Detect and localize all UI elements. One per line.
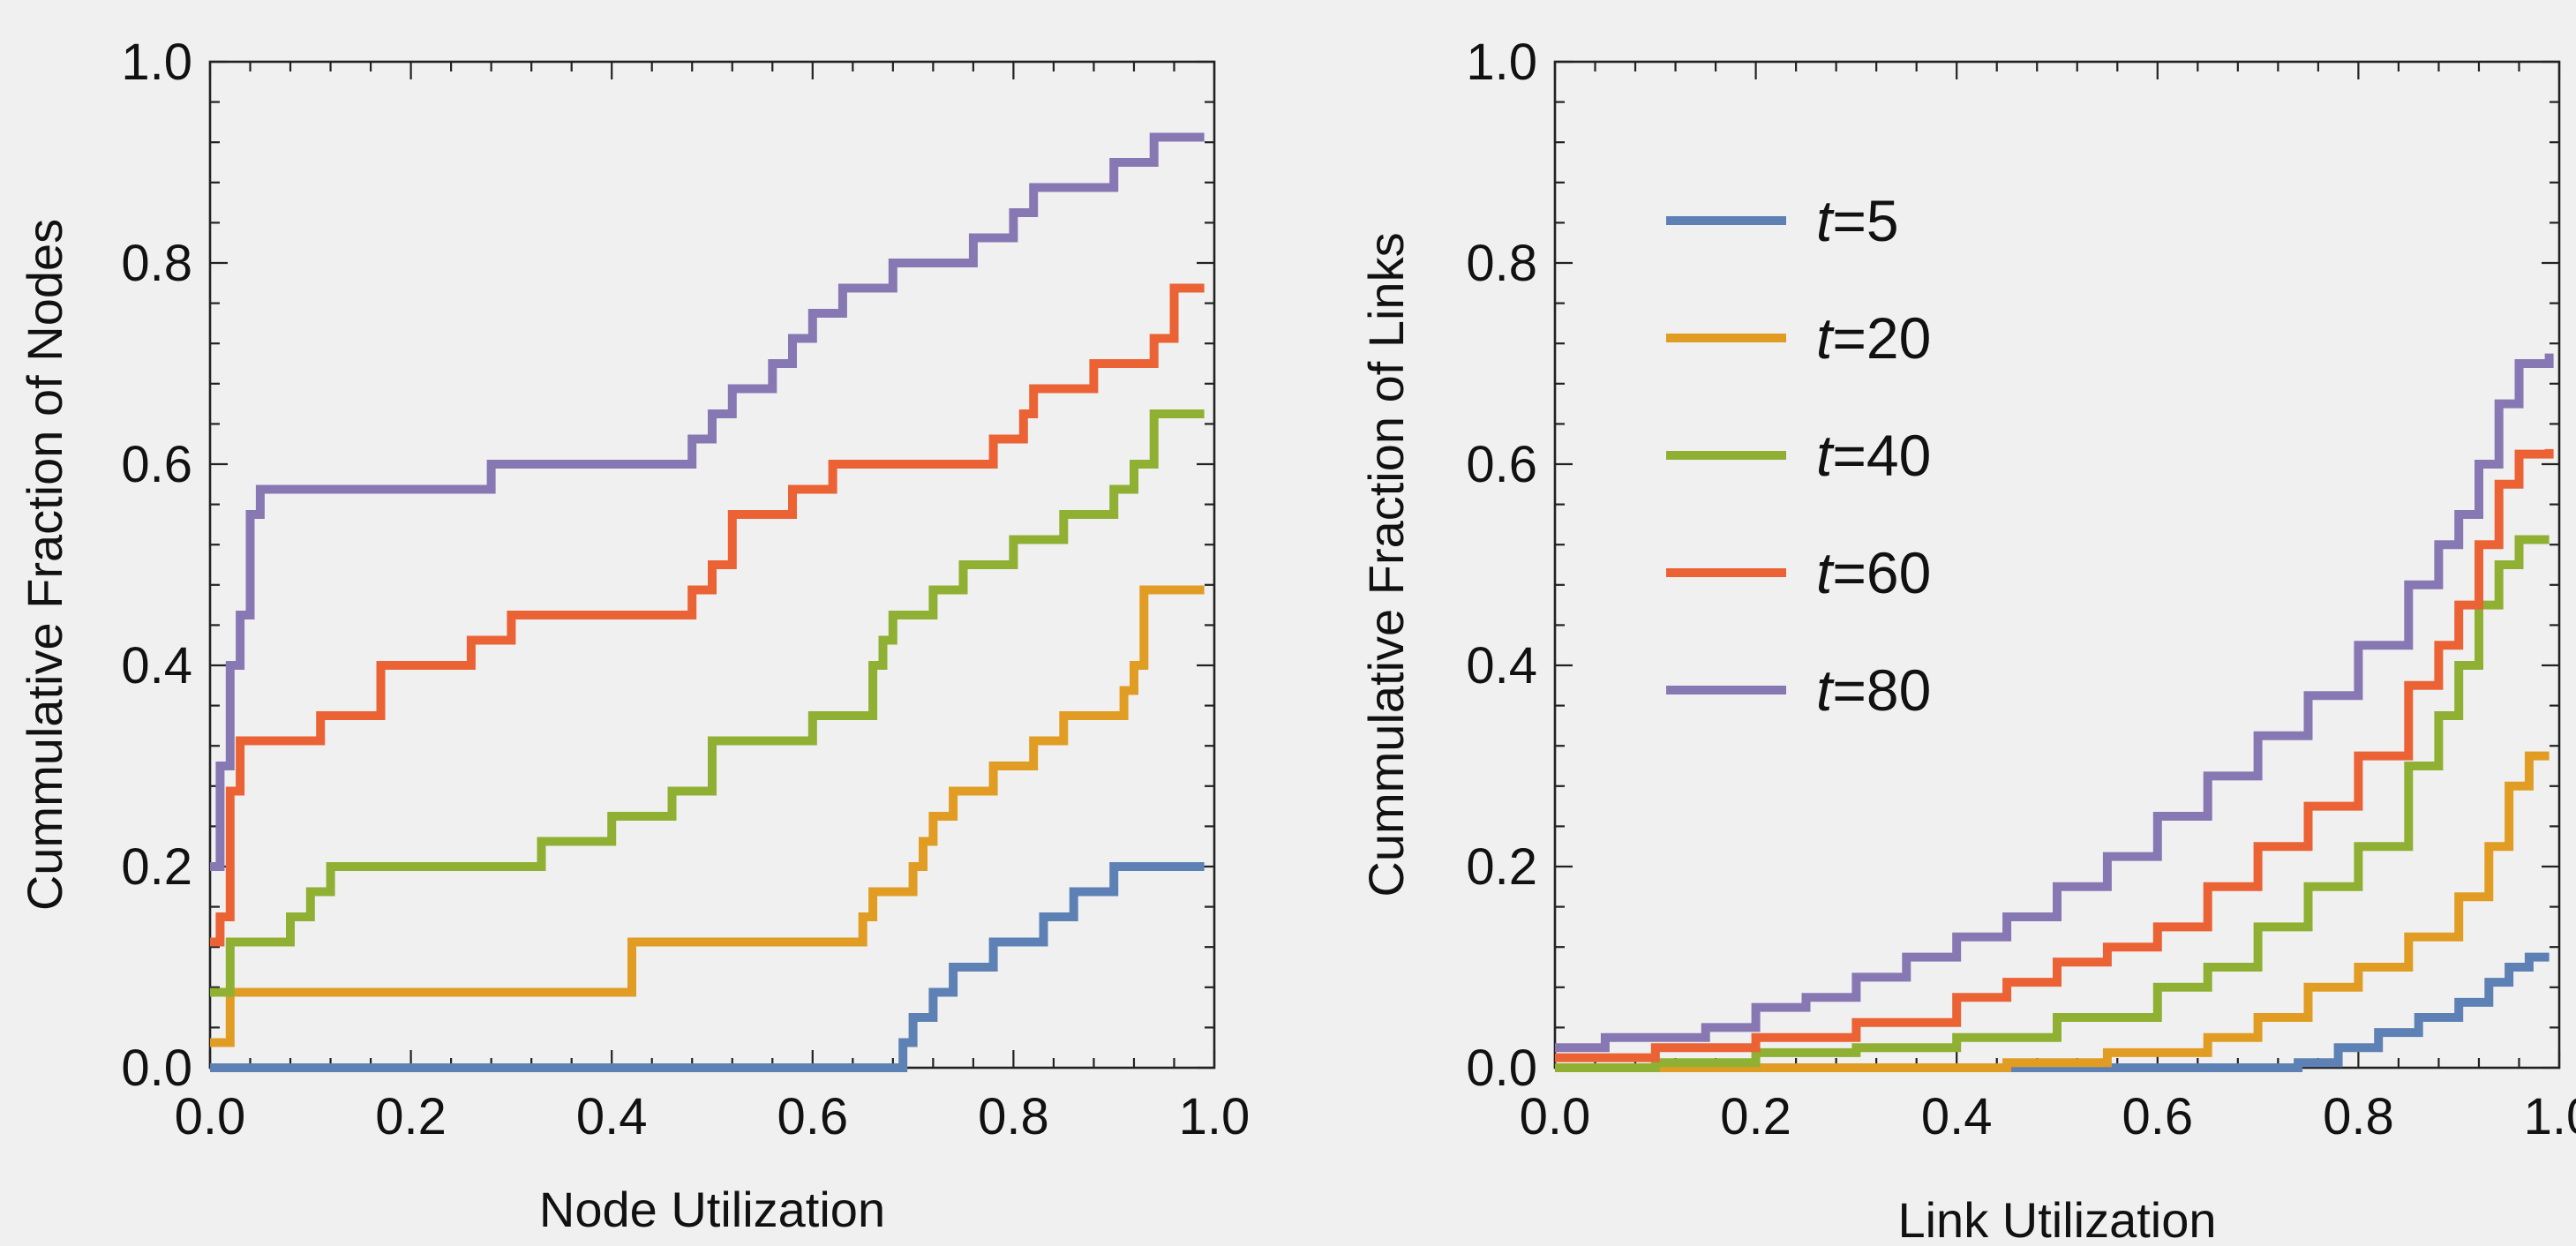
legend-label: t=5 [1816, 188, 1899, 253]
series-line-t-5 [1555, 952, 2550, 1072]
x-tick-label: 0.4 [1921, 1088, 1993, 1145]
x-tick-label: 0.2 [375, 1088, 447, 1145]
y-tick-label: 0.0 [121, 1040, 192, 1097]
y-tick-label: 0.6 [121, 436, 192, 493]
series-line-t-40 [1555, 535, 2550, 1072]
series-line-t-20 [1555, 751, 2550, 1072]
legend-label: t=80 [1816, 657, 1931, 723]
chart-node-utilization: 0.0 0.2 0.4 0.6 0.8 1.0 0.0 0.2 0.4 0.6 0.8 1.0 Node… [17, 34, 1250, 1237]
x-tick-label: 0.8 [2323, 1088, 2394, 1145]
y-tick-label: 1.0 [121, 34, 192, 91]
series-line-t-80 [210, 132, 1205, 871]
legend: t=5 t=20 t=40 t=60 t=80 [1666, 188, 1931, 723]
series-line-t-60 [1555, 448, 2554, 1062]
chart-link-utilization: 0.0 0.2 0.4 0.6 0.8 1.0 0.0 0.2 0.4 0.6 0.8 1.0 Link… [1358, 34, 2576, 1246]
y-tick-label: 0.2 [1466, 838, 1537, 896]
x-axis-label: Link Utilization [1897, 1192, 2216, 1246]
axis-ticks [208, 60, 1216, 1070]
series-line-t-40 [210, 409, 1205, 997]
x-tick-label: 0.0 [1520, 1088, 1591, 1145]
x-axis-label: Node Utilization [539, 1182, 885, 1237]
x-tick-label: 0.6 [2122, 1088, 2193, 1145]
series-line-t-80 [1555, 353, 2554, 1053]
series-line-t-60 [210, 283, 1205, 947]
y-tick-label: 0.8 [121, 235, 192, 292]
legend-label: t=60 [1816, 540, 1931, 605]
legend-label: t=40 [1816, 423, 1931, 488]
y-axis-label: Cummulative Fraction of Nodes [17, 219, 72, 911]
legend-label: t=20 [1816, 305, 1931, 371]
x-tick-label: 0.0 [175, 1088, 246, 1145]
x-tick-label: 0.8 [978, 1088, 1049, 1145]
x-tick-label: 1.0 [1179, 1088, 1250, 1145]
y-tick-label: 0.0 [1466, 1040, 1537, 1097]
y-tick-label: 0.4 [121, 637, 192, 694]
y-tick-label: 0.8 [1466, 235, 1537, 292]
x-tick-label: 0.2 [1720, 1088, 1791, 1145]
y-tick-label: 0.6 [1466, 436, 1537, 493]
y-axis-label: Cummulative Fraction of Links [1358, 232, 1414, 897]
series-line-t-20 [210, 585, 1205, 1047]
x-tick-label: 0.4 [576, 1088, 648, 1145]
y-tick-label: 0.4 [1466, 637, 1537, 694]
y-tick-label: 1.0 [1466, 34, 1537, 91]
x-tick-label: 0.6 [777, 1088, 848, 1145]
y-tick-label: 0.2 [121, 838, 192, 896]
x-tick-label: 1.0 [2524, 1088, 2576, 1145]
series-line-t-5 [210, 862, 1205, 1072]
